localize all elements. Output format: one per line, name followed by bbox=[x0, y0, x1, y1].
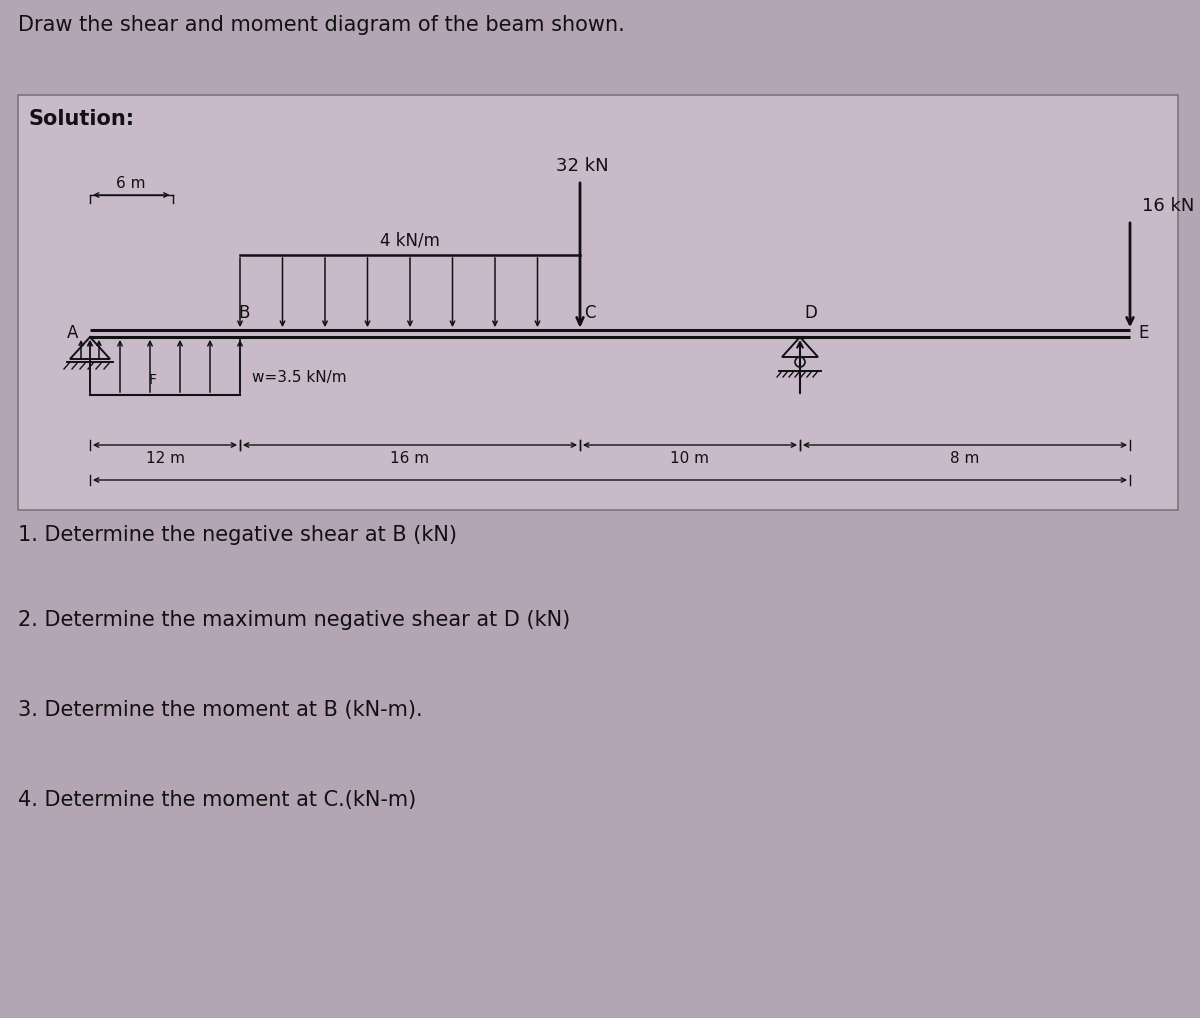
Text: 10 m: 10 m bbox=[671, 451, 709, 466]
Text: 6 m: 6 m bbox=[116, 176, 146, 191]
Text: 12 m: 12 m bbox=[145, 451, 185, 466]
Circle shape bbox=[796, 357, 805, 367]
Text: F: F bbox=[149, 373, 157, 387]
Text: 16 m: 16 m bbox=[390, 451, 430, 466]
Text: Solution:: Solution: bbox=[28, 109, 134, 129]
Text: 2. Determine the maximum negative shear at D (kN): 2. Determine the maximum negative shear … bbox=[18, 610, 570, 630]
Bar bbox=[18, 95, 1178, 510]
Text: 4 kN/m: 4 kN/m bbox=[380, 231, 440, 249]
Text: w=3.5 kN/m: w=3.5 kN/m bbox=[252, 370, 347, 385]
Polygon shape bbox=[782, 337, 818, 357]
Text: B: B bbox=[238, 304, 250, 322]
Text: 3. Determine the moment at B (kN-m).: 3. Determine the moment at B (kN-m). bbox=[18, 700, 422, 720]
Text: C: C bbox=[584, 304, 595, 322]
Text: E: E bbox=[1138, 324, 1148, 342]
Text: 16 kN: 16 kN bbox=[1142, 197, 1194, 215]
Text: 8 m: 8 m bbox=[950, 451, 979, 466]
Text: A: A bbox=[67, 324, 78, 342]
Polygon shape bbox=[70, 337, 110, 359]
Text: 32 kN: 32 kN bbox=[556, 157, 608, 175]
Text: 1. Determine the negative shear at B (kN): 1. Determine the negative shear at B (kN… bbox=[18, 525, 457, 545]
Text: D: D bbox=[804, 304, 817, 322]
Text: Draw the shear and moment diagram of the beam shown.: Draw the shear and moment diagram of the… bbox=[18, 15, 625, 35]
Text: 4. Determine the moment at C.(kN-m): 4. Determine the moment at C.(kN-m) bbox=[18, 790, 416, 810]
